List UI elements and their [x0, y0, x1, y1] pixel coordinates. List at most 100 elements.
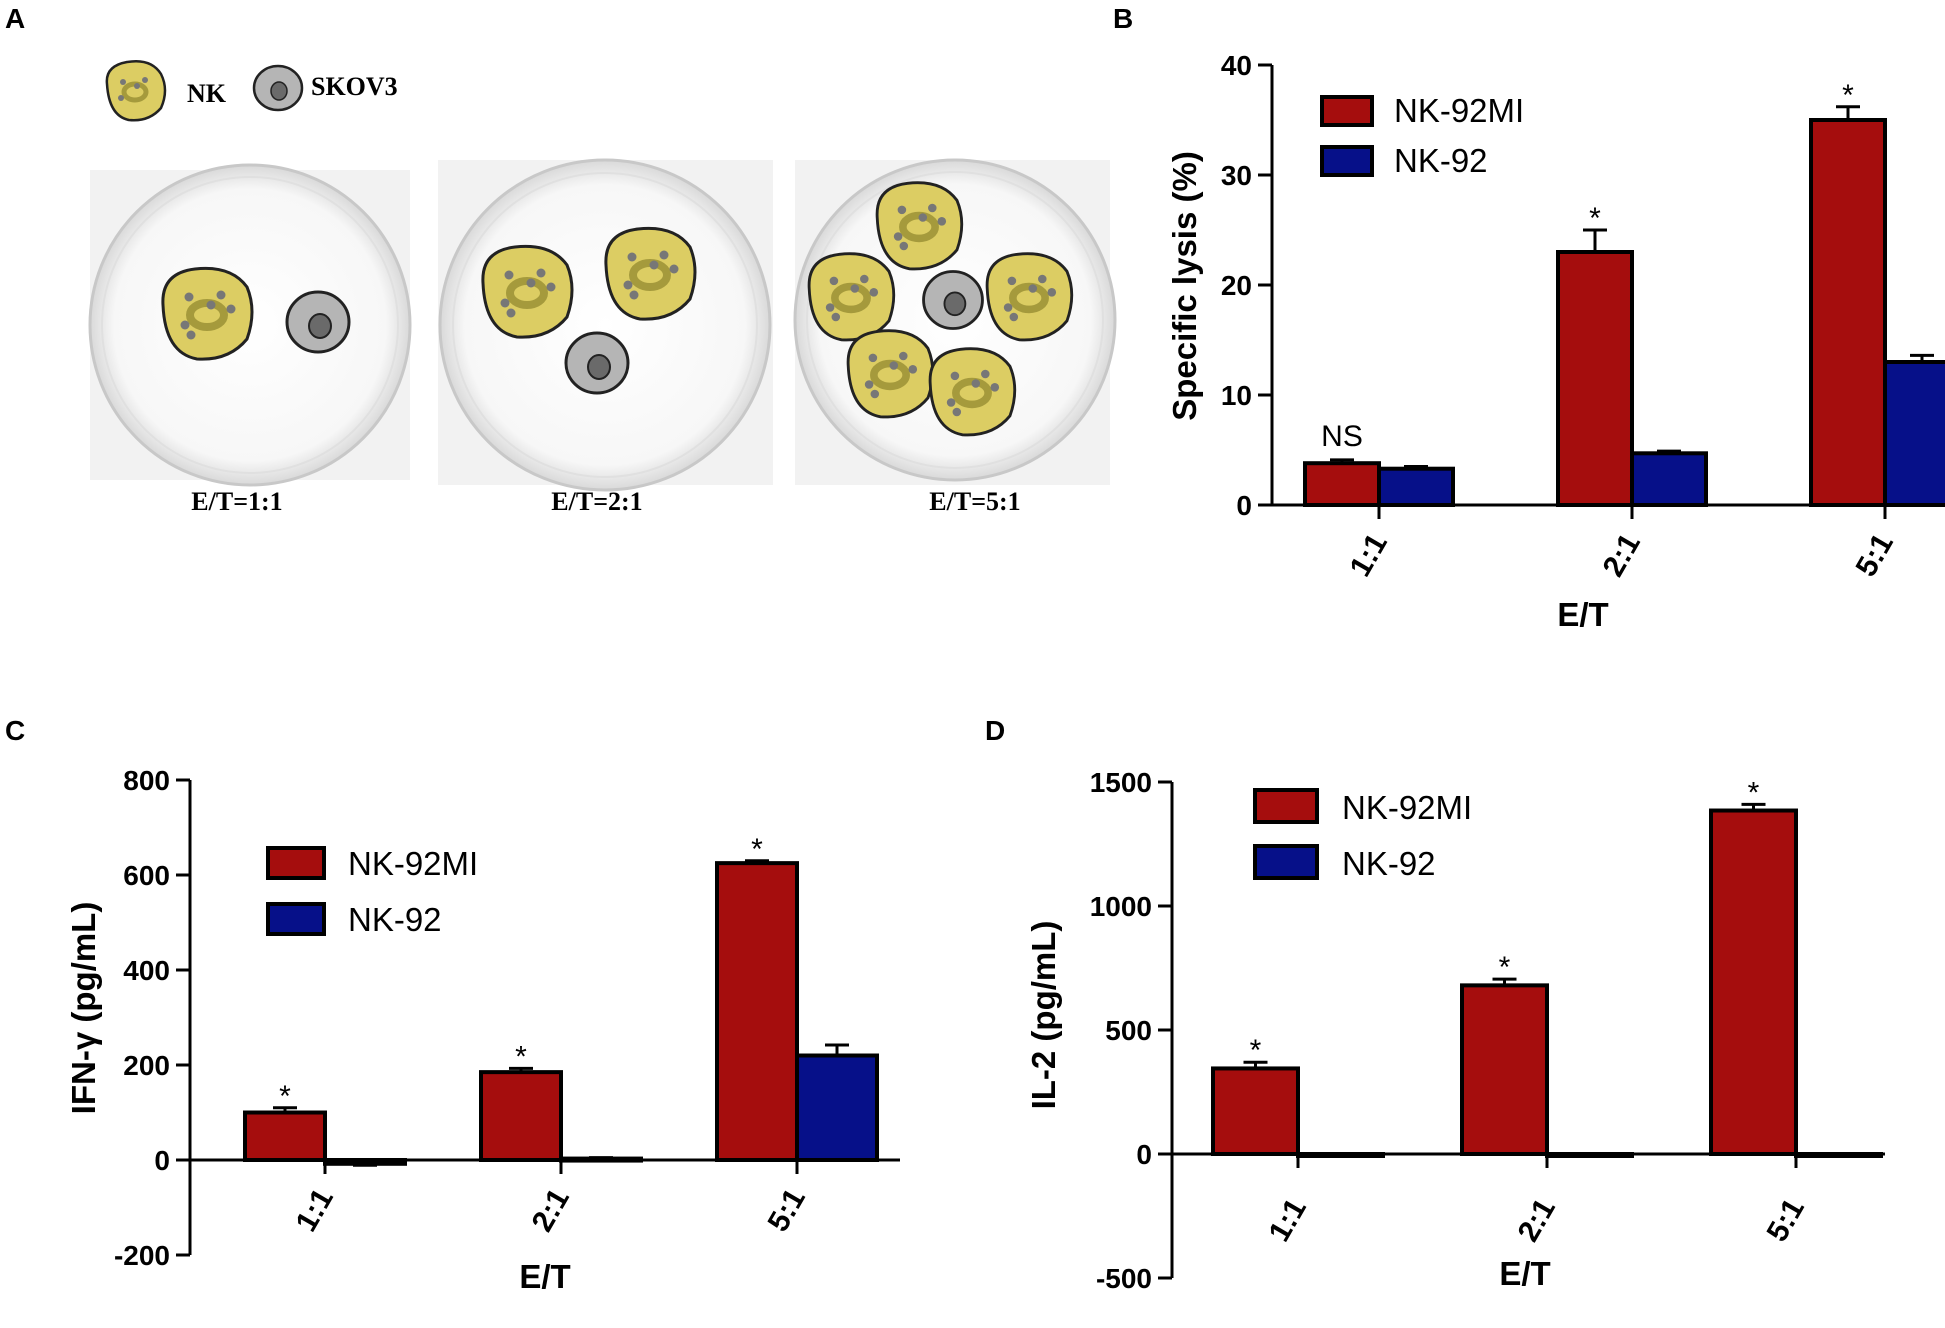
nk-cell-granule-6-2: [825, 303, 835, 312]
nk-cell-granule-9-1: [899, 351, 908, 361]
chart-b-y-tick-label-0: 0: [1236, 490, 1252, 521]
panel-a-legend: NK SKOV3: [105, 60, 398, 122]
chart-d-y-axis-title: IL-2 (pg/mL): [1025, 921, 1062, 1110]
chart-c-category-label-2: 5:1: [762, 1183, 812, 1237]
nk-cell-granule-2-4: [526, 278, 536, 288]
chart-d-annotation-2: *: [1748, 776, 1760, 809]
nk-cell-body-9: [846, 329, 935, 419]
skov3-legend-label: SKOV3: [311, 72, 398, 101]
nk-cell-granule-2-2: [500, 298, 510, 308]
nk-cell-granule-5-1: [928, 203, 937, 213]
nk-cell-granule-8-2: [1003, 303, 1013, 312]
nk-cell-granule-10-0: [950, 371, 960, 381]
chart-c-y-tick-label-1: 0: [154, 1145, 170, 1176]
dish-1-label: E/T=1:1: [191, 487, 282, 516]
chart-d-category-label-0: 1:1: [1263, 1193, 1313, 1247]
nk-cell-granule-9-3: [870, 389, 880, 399]
nk-cell-granule-0-0: [184, 292, 194, 302]
nk-cell-10: [928, 347, 1017, 437]
chart-d-legend-swatch-0: [1253, 788, 1319, 824]
nk-cell-granule-10-3: [952, 407, 962, 417]
skov3-cell-nucleus-4: [587, 354, 611, 380]
chart-c-legend-label-1: NK-92: [348, 901, 442, 938]
chart-c-y-tick-label-0: -200: [114, 1240, 170, 1271]
chart-b-annotation-1: *: [1589, 202, 1601, 235]
chart-b-y-axis-title: Specific lysis (%): [1166, 151, 1203, 421]
nk-cell-body-3: [604, 226, 697, 321]
nk-legend-label: NK: [187, 79, 227, 108]
chart-b-y-tick-label-4: 40: [1221, 50, 1252, 81]
nk-cell-granule-5-5: [937, 217, 947, 226]
skov3-cell-7: [922, 270, 984, 330]
chart-d-legend-swatch-1: [1253, 844, 1319, 880]
panel-c-letter: C: [5, 715, 25, 746]
nk-cell-granule-2-3: [506, 308, 516, 318]
chart-d: D IL-2 (pg/mL) E/T -500 0 500 1000 1500 1:1 * 2…: [985, 715, 1885, 1294]
nk-cell-granule-6-0: [829, 276, 839, 286]
nk-cell-granule-8-0: [1007, 276, 1017, 286]
nk-cell-granule-0-3: [186, 330, 196, 340]
chart-b-bar-nk92mi-1: [1556, 250, 1634, 507]
chart-b-legend-label-1: NK-92: [1394, 142, 1488, 179]
nk-cell-granule-2-0: [504, 270, 514, 280]
nk-cell-granule-9-5: [908, 365, 918, 374]
chart-d-category-label-1: 2:1: [1512, 1193, 1562, 1247]
dish-2: [438, 158, 772, 492]
nk-cell-granule-0-5: [226, 304, 236, 314]
chart-b-y-tick-label-2: 20: [1221, 270, 1252, 301]
nk-cell-granule-5-3: [899, 241, 909, 251]
nk-cell-granule-9-0: [868, 353, 878, 363]
dish-3-label: E/T=5:1: [929, 487, 1020, 516]
panel-a: A NK SKOV3: [5, 3, 1117, 516]
nk-cell-granule-3-2: [623, 280, 633, 290]
nk-cell-body-8: [985, 252, 1074, 342]
chart-c-annotation-2: *: [751, 833, 763, 866]
chart-b-bar-nk92-0: [1377, 466, 1455, 508]
chart-b-x-axis-title: E/T: [1557, 596, 1608, 633]
nk-cell-granule-3-1: [659, 250, 669, 260]
nk-cell-granule-5-4: [918, 213, 928, 222]
skov3-cell-1: [285, 290, 351, 354]
chart-d-legend-label-0: NK-92MI: [1342, 789, 1472, 826]
chart-c-bar-nk92-2: [795, 1053, 879, 1162]
chart-d-bar-nk92mi-1: [1460, 983, 1549, 1156]
nk-cell-granule-6-3: [831, 312, 841, 322]
chart-b: B Specific lysis (%) E/T 0 10 20 30 40 1:1 NS 2…: [1113, 3, 1945, 633]
chart-c-bar-nk92mi-0: [243, 1110, 327, 1162]
nk-cell-granule-10-4: [971, 379, 981, 388]
nk-cell-granule-2-5: [546, 282, 556, 292]
nk-cell-6: [807, 252, 896, 342]
nk-cell-body-2: [481, 244, 574, 339]
dish-2-label: E/T=2:1: [551, 487, 642, 516]
chart-d-y-tick-label-1: 0: [1136, 1139, 1152, 1170]
nk-cell-3: [604, 226, 697, 321]
nk-cell-granule-10-5: [990, 383, 1000, 392]
chart-c-annotation-1: *: [515, 1040, 527, 1073]
chart-c-bar-nk92mi-2: [715, 861, 799, 1162]
nk-cell-8: [985, 252, 1074, 342]
chart-b-annotation-2: *: [1842, 79, 1854, 112]
nk-cell-0: [161, 266, 254, 361]
nk-cell-granule-8-5: [1047, 288, 1057, 297]
chart-d-y-tick-label-4: 1500: [1090, 767, 1152, 798]
nk-cell-granule-9-4: [889, 361, 899, 370]
panel-d-letter: D: [985, 715, 1005, 746]
chart-b-bar-nk92-2: [1883, 360, 1945, 507]
chart-c-legend-swatch-1: [266, 902, 326, 936]
nk-cell-granule-5-2: [893, 232, 903, 241]
chart-b-category-label-2: 5:1: [1850, 528, 1900, 582]
chart-c-legend-swatch-0: [266, 846, 326, 880]
nk-cell-body-10: [928, 347, 1017, 437]
chart-c-y-axis-title: IFN-γ (pg/mL): [65, 902, 102, 1115]
chart-b-bar-nk92-1: [1630, 451, 1708, 507]
chart-d-x-axis-title: E/T: [1499, 1255, 1550, 1292]
chart-d-bar-nk92mi-2: [1709, 808, 1798, 1157]
nk-cell-legend-icon: [105, 60, 167, 122]
chart-d-y-tick-label-0: -500: [1096, 1263, 1152, 1294]
nk-cell-granule-3-0: [627, 252, 637, 262]
nk-cell-granule-3-4: [649, 260, 659, 270]
nk-cell-body-0: [161, 266, 254, 361]
nk-cell-body-5: [875, 181, 964, 271]
nk-cell-granule-0-4: [206, 300, 216, 310]
